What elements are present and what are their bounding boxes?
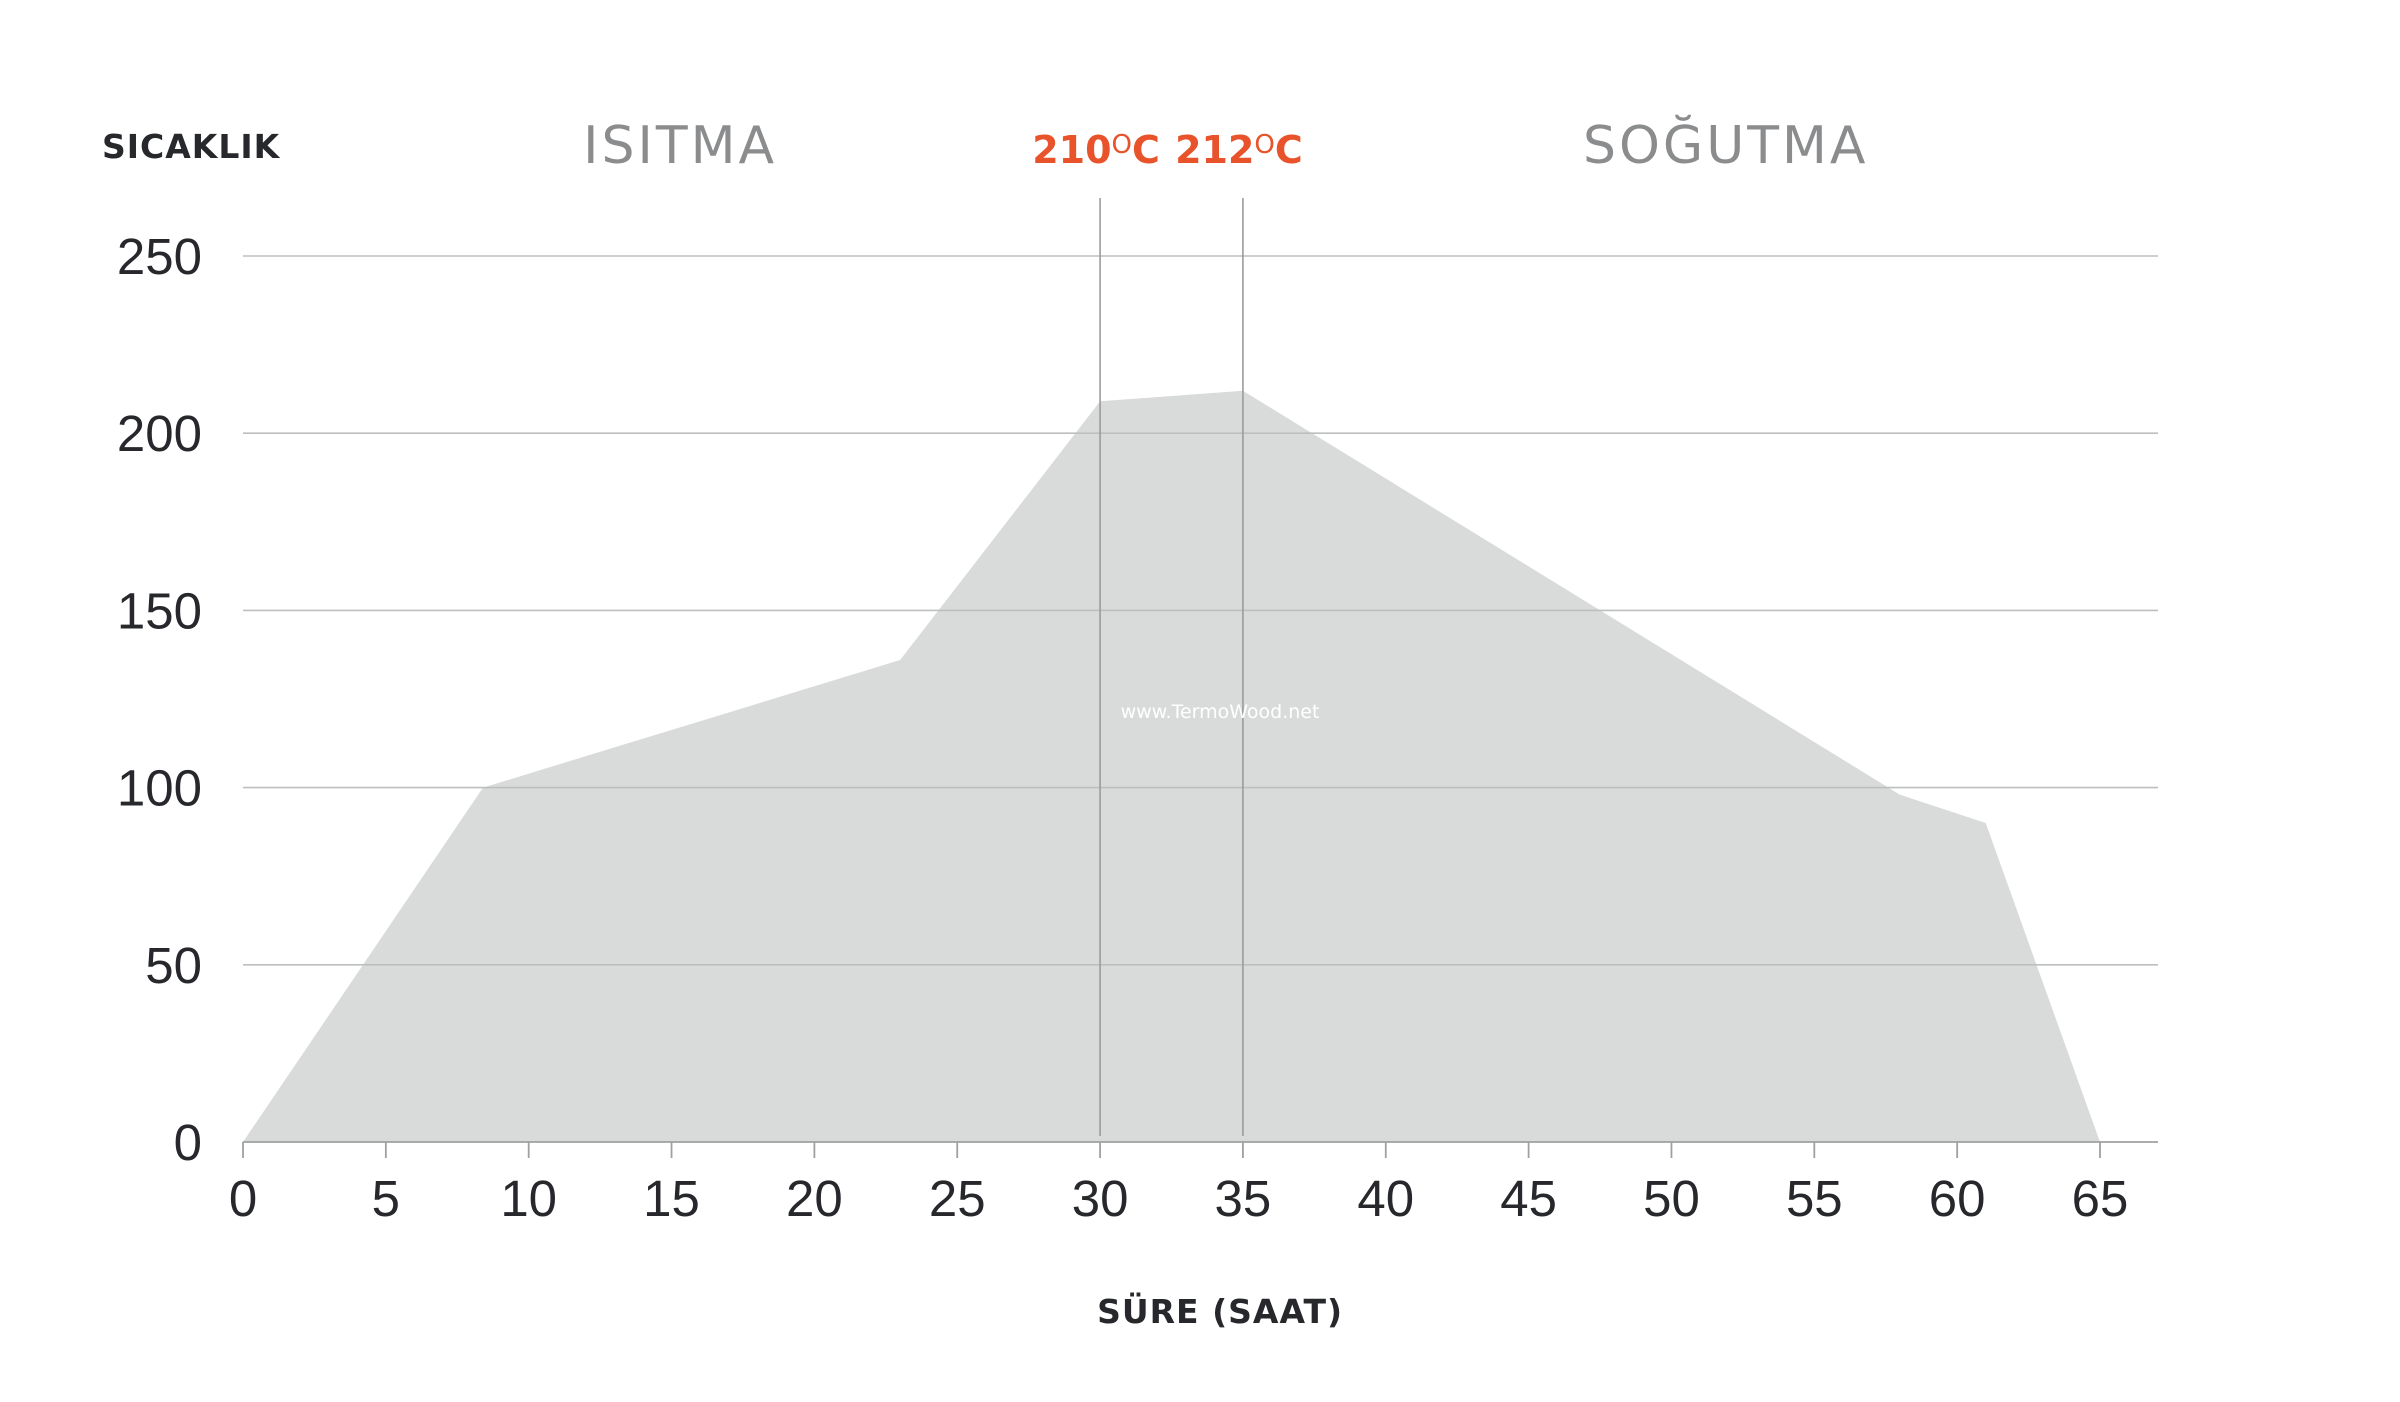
marker-label-35: 212OC	[1175, 128, 1303, 172]
phase-label-heating: ISITMA	[583, 116, 777, 176]
y-tick-label-0: 0	[174, 1114, 202, 1171]
x-tick-label-65: 65	[2072, 1170, 2129, 1227]
x-tick-label-0: 0	[229, 1170, 257, 1227]
watermark-text: www.TermoWood.net	[1121, 701, 1320, 723]
x-tick-label-40: 40	[1357, 1170, 1414, 1227]
x-tick-label-50: 50	[1643, 1170, 1700, 1227]
phase-label-cooling: SOĞUTMA	[1583, 114, 1869, 176]
x-tick-label-5: 5	[372, 1170, 400, 1227]
x-tick-label-25: 25	[929, 1170, 986, 1227]
x-tick-label-10: 10	[500, 1170, 557, 1227]
x-tick-label-60: 60	[1929, 1170, 1986, 1227]
y-tick-label-250: 250	[117, 228, 202, 285]
x-tick-label-35: 35	[1215, 1170, 1272, 1227]
marker-label-30: 210OC	[1032, 128, 1160, 172]
x-tick-label-30: 30	[1072, 1170, 1129, 1227]
x-tick-label-15: 15	[643, 1170, 700, 1227]
x-tick-label-45: 45	[1500, 1170, 1557, 1227]
x-axis-title: SÜRE (SAAT)	[1097, 1291, 1343, 1331]
x-tick-label-55: 55	[1786, 1170, 1843, 1227]
temperature-area	[243, 390, 2100, 1142]
y-tick-label-150: 150	[117, 582, 202, 639]
y-tick-label-200: 200	[117, 405, 202, 462]
y-tick-label-50: 50	[145, 937, 202, 994]
x-tick-label-20: 20	[786, 1170, 843, 1227]
y-axis-title: SICAKLIK	[102, 127, 281, 166]
y-tick-label-100: 100	[117, 760, 202, 817]
